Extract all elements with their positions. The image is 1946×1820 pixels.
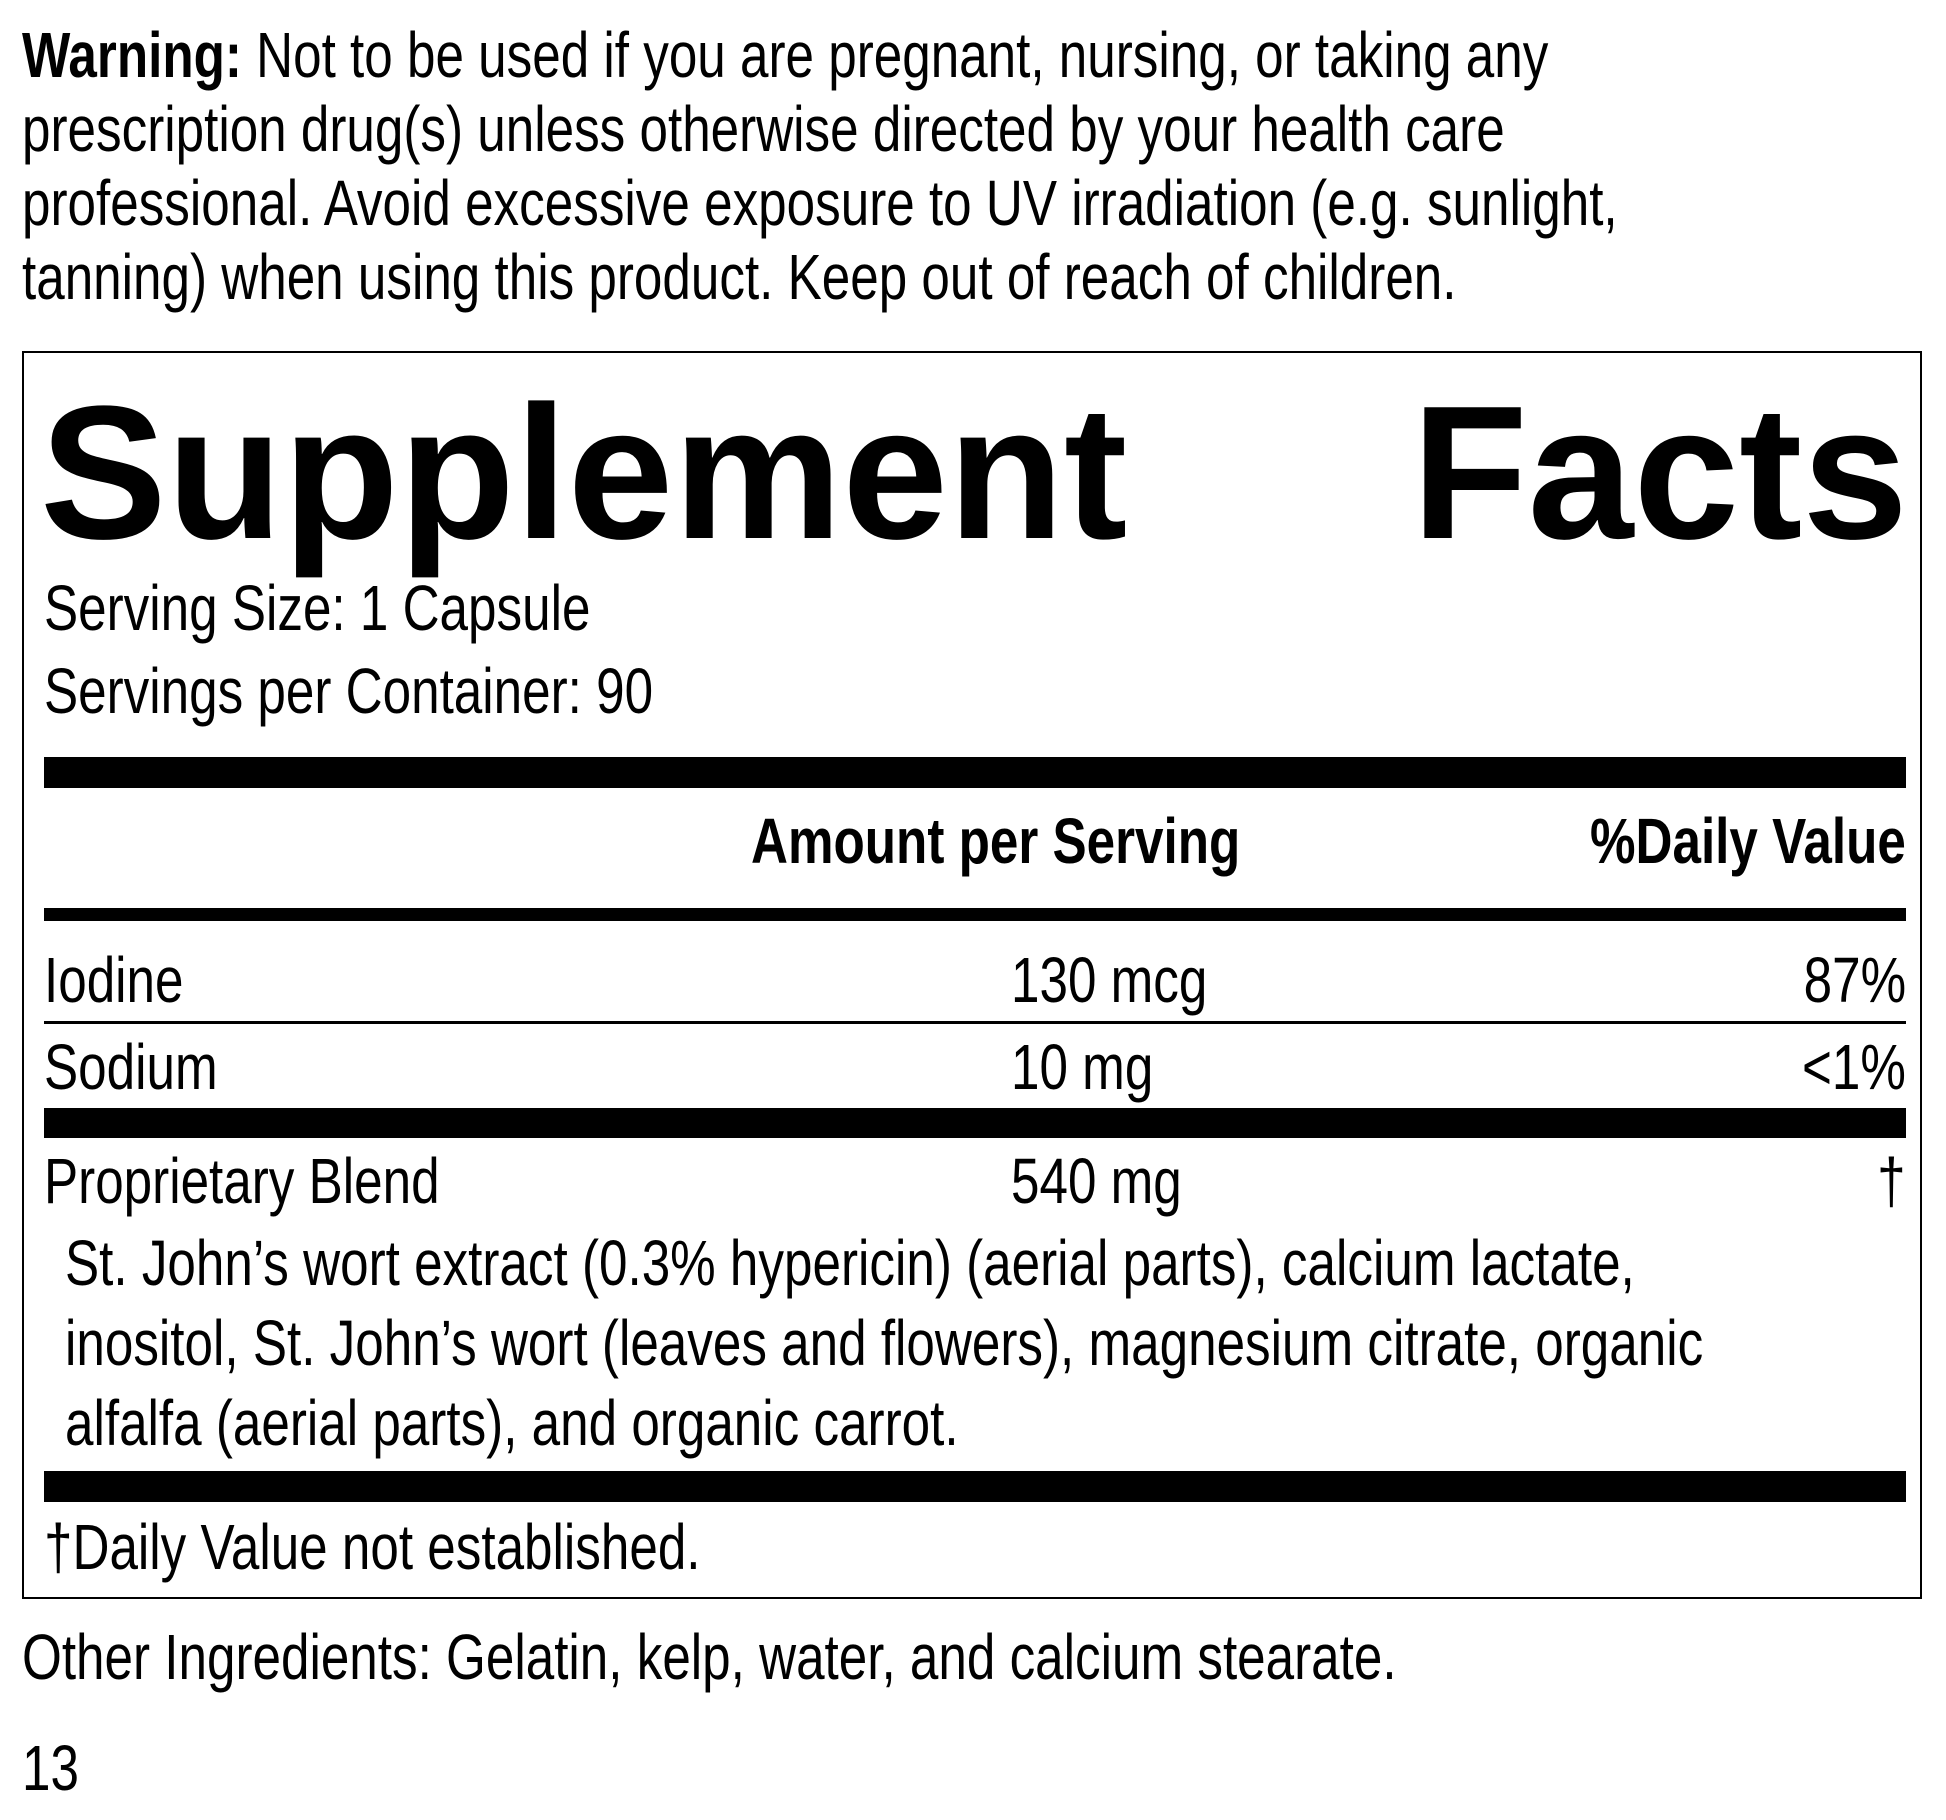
medium-divider <box>44 908 1906 921</box>
blend-ingredients-line: inositol, St. John’s wort (leaves and fl… <box>65 1307 1704 1379</box>
other-ingredients: Other Ingredients: Gelatin, kelp, water,… <box>22 1621 1397 1693</box>
blend-ingredients-line: St. John’s wort extract (0.3% hypericin)… <box>65 1227 1635 1299</box>
nutrient-name: Sodium <box>44 1031 218 1103</box>
nutrient-dv: † <box>1877 1145 1906 1217</box>
nutrient-name: Iodine <box>44 944 184 1016</box>
header-amount: Amount per Serving <box>751 805 1241 877</box>
servings-per-container: Servings per Container: 90 <box>44 655 654 727</box>
warning-line: Warning: Not to be used if you are pregn… <box>22 19 1549 91</box>
page-number: 13 <box>22 1732 79 1804</box>
nutrient-dv: 87% <box>1803 944 1906 1016</box>
thin-divider <box>44 1021 1906 1024</box>
warning-line: prescription drug(s) unless otherwise di… <box>22 93 1505 165</box>
thick-divider <box>44 1471 1906 1502</box>
blend-ingredients-line: alfalfa (aerial parts), and organic carr… <box>65 1387 959 1459</box>
header-daily-value: %Daily Value <box>1590 805 1906 877</box>
warning-label: Warning: <box>22 19 242 91</box>
facts-title-word2: Facts <box>1411 367 1908 579</box>
nutrient-amount: 10 mg <box>1011 1031 1154 1103</box>
nutrient-dv: <1% <box>1802 1031 1906 1103</box>
nutrient-amount: 130 mcg <box>1011 944 1208 1016</box>
warning-line: tanning) when using this product. Keep o… <box>22 241 1457 313</box>
thick-divider <box>44 1108 1906 1138</box>
warning-text: Warning: Not to be used if you are pregn… <box>22 18 1946 314</box>
thick-divider <box>44 757 1906 788</box>
footnote: †Daily Value not established. <box>44 1511 701 1583</box>
serving-size: Serving Size: 1 Capsule <box>44 572 591 644</box>
facts-title-word1: Supplement <box>40 367 1128 579</box>
warning-line: professional. Avoid excessive exposure t… <box>22 167 1618 239</box>
supplement-facts-panel <box>22 351 1922 1599</box>
nutrient-name: Proprietary Blend <box>44 1145 440 1217</box>
nutrient-amount: 540 mg <box>1011 1145 1182 1217</box>
